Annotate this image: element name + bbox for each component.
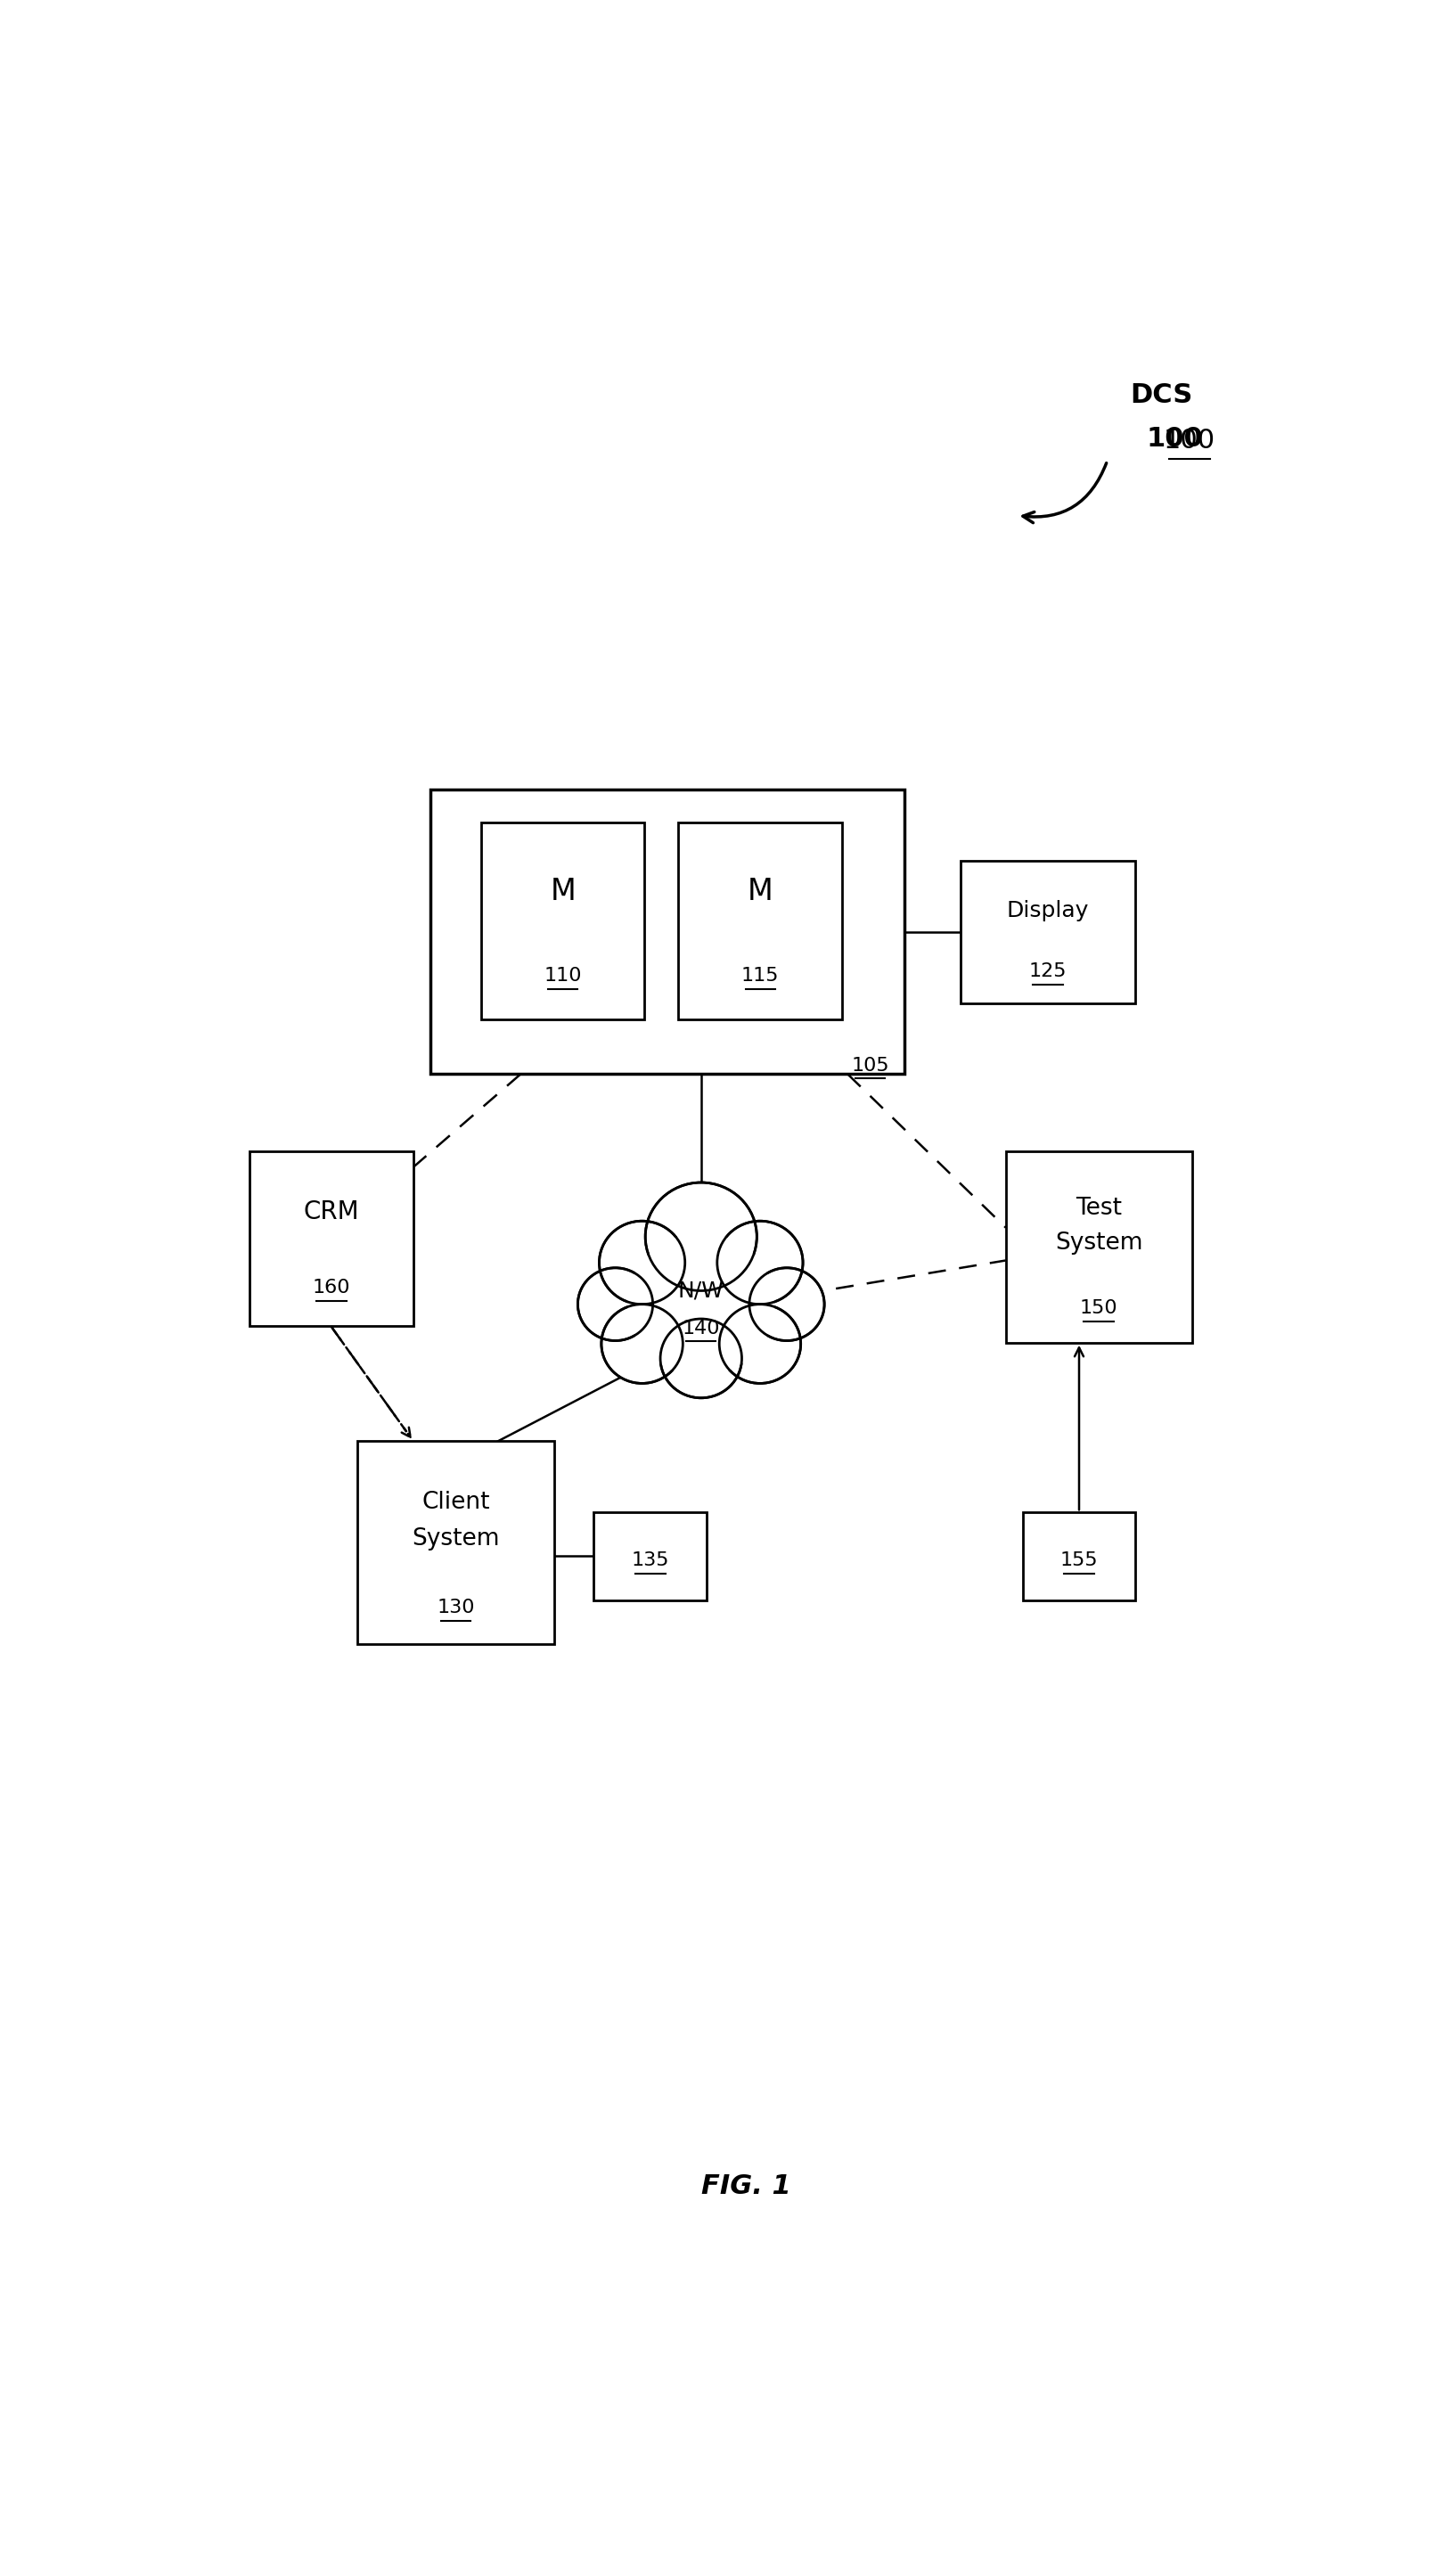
- Circle shape: [750, 1268, 824, 1342]
- Text: 105: 105: [852, 1058, 890, 1076]
- Text: 110: 110: [545, 968, 582, 986]
- Text: System: System: [1056, 1232, 1143, 1255]
- Text: 100: 100: [1147, 425, 1204, 451]
- Bar: [1006, 1150, 1192, 1342]
- Text: 140: 140: [681, 1319, 721, 1337]
- Text: 115: 115: [741, 968, 779, 986]
- Text: N/W: N/W: [678, 1280, 724, 1301]
- Text: M: M: [747, 876, 773, 907]
- Bar: [250, 1150, 414, 1327]
- Text: 100: 100: [1163, 428, 1216, 453]
- Text: Display: Display: [1008, 899, 1089, 922]
- Text: 125: 125: [1029, 963, 1067, 981]
- Circle shape: [578, 1268, 652, 1342]
- Bar: [357, 1442, 555, 1644]
- Text: System: System: [412, 1526, 499, 1549]
- Text: 160: 160: [313, 1278, 351, 1296]
- Text: DCS: DCS: [1130, 382, 1192, 407]
- Circle shape: [628, 1234, 775, 1375]
- Bar: [480, 822, 645, 1019]
- Text: Client: Client: [422, 1491, 489, 1514]
- Circle shape: [645, 1183, 757, 1291]
- Text: M: M: [550, 876, 575, 907]
- Bar: [678, 822, 842, 1019]
- Circle shape: [601, 1304, 683, 1383]
- Text: 135: 135: [632, 1552, 670, 1570]
- Text: FIG. 1: FIG. 1: [702, 2174, 791, 2200]
- Bar: [431, 789, 904, 1073]
- Text: Test: Test: [1076, 1196, 1123, 1219]
- Circle shape: [661, 1319, 741, 1398]
- Bar: [1022, 1514, 1136, 1601]
- Bar: [594, 1514, 706, 1601]
- Bar: [961, 860, 1136, 1004]
- Text: CRM: CRM: [304, 1199, 360, 1224]
- Text: 130: 130: [437, 1598, 475, 1616]
- Circle shape: [626, 1232, 776, 1378]
- Circle shape: [600, 1222, 684, 1304]
- Text: 155: 155: [1060, 1552, 1098, 1570]
- Text: 150: 150: [1080, 1298, 1118, 1316]
- Circle shape: [719, 1304, 801, 1383]
- Circle shape: [718, 1222, 802, 1304]
